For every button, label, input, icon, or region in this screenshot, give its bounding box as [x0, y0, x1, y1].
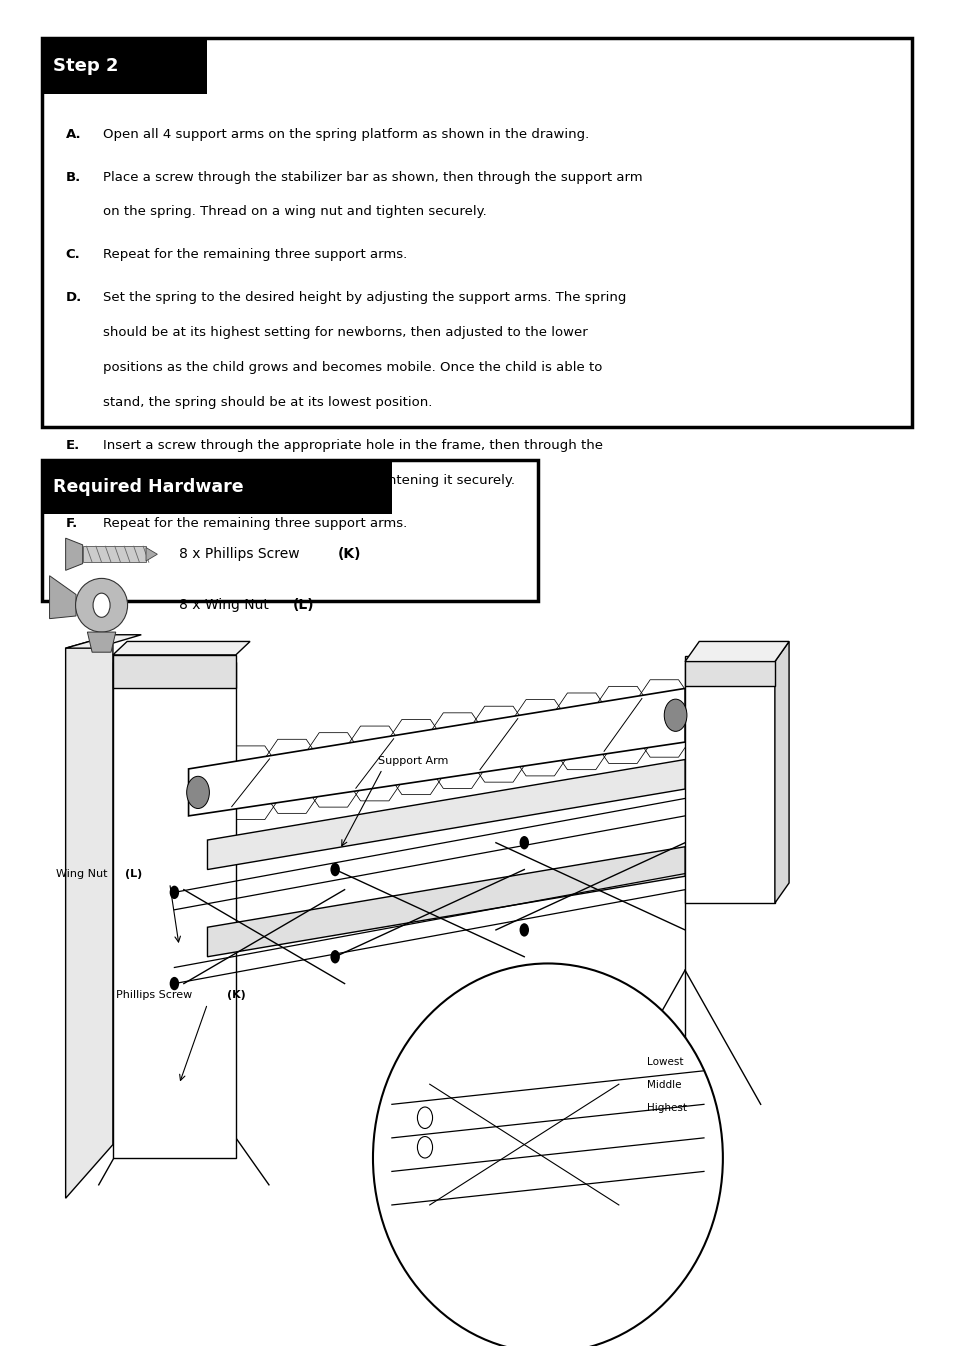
- Text: (K): (K): [337, 547, 361, 562]
- Text: Support Arm: Support Arm: [377, 756, 448, 767]
- Text: support arm, and thread on a wing nut, tightening it securely.: support arm, and thread on a wing nut, t…: [103, 474, 515, 487]
- Text: Required Hardware: Required Hardware: [53, 478, 244, 497]
- Ellipse shape: [373, 964, 722, 1350]
- Text: Place a screw through the stabilizer bar as shown, then through the support arm: Place a screw through the stabilizer bar…: [103, 170, 642, 184]
- Text: stand, the spring should be at its lowest position.: stand, the spring should be at its lowes…: [103, 396, 433, 409]
- Text: (L): (L): [125, 869, 142, 879]
- Bar: [42, 38, 911, 427]
- Circle shape: [330, 950, 339, 964]
- Circle shape: [417, 1137, 432, 1158]
- Bar: [42, 460, 392, 514]
- Text: Open all 4 support arms on the spring platform as shown in the drawing.: Open all 4 support arms on the spring pl…: [103, 128, 589, 140]
- Text: Set the spring to the desired height by adjusting the support arms. The spring: Set the spring to the desired height by …: [103, 292, 626, 304]
- Bar: [112, 655, 235, 688]
- Circle shape: [519, 836, 529, 849]
- Text: A.: A.: [66, 128, 81, 140]
- Polygon shape: [774, 641, 788, 903]
- Text: positions as the child grows and becomes mobile. Once the child is able to: positions as the child grows and becomes…: [103, 360, 602, 374]
- Text: B.: B.: [66, 170, 81, 184]
- Text: Insert a screw through the appropriate hole in the frame, then through the: Insert a screw through the appropriate h…: [103, 439, 603, 452]
- Circle shape: [663, 699, 686, 732]
- Polygon shape: [189, 688, 684, 815]
- Text: Lowest: Lowest: [646, 1057, 683, 1068]
- Text: Step 2: Step 2: [53, 57, 119, 74]
- Text: Phillips Screw: Phillips Screw: [115, 990, 195, 1000]
- Bar: [42, 460, 537, 601]
- Text: D.: D.: [66, 292, 82, 304]
- Bar: [112, 662, 235, 1158]
- Circle shape: [417, 1107, 432, 1129]
- Polygon shape: [684, 641, 788, 662]
- Polygon shape: [112, 641, 250, 655]
- Ellipse shape: [93, 593, 110, 617]
- Text: 8 x Phillips Screw: 8 x Phillips Screw: [179, 547, 304, 562]
- Polygon shape: [88, 632, 115, 652]
- Bar: [83, 547, 146, 563]
- Text: F.: F.: [66, 517, 78, 529]
- Bar: [684, 662, 774, 903]
- Text: (L): (L): [293, 598, 314, 613]
- Circle shape: [170, 977, 179, 991]
- Text: Wing Nut: Wing Nut: [56, 869, 112, 879]
- Circle shape: [519, 923, 529, 937]
- Circle shape: [330, 863, 339, 876]
- Text: on the spring. Thread on a wing nut and tighten securely.: on the spring. Thread on a wing nut and …: [103, 205, 487, 219]
- Text: Repeat for the remaining three support arms.: Repeat for the remaining three support a…: [103, 248, 407, 262]
- Text: E.: E.: [66, 439, 80, 452]
- Polygon shape: [207, 846, 684, 957]
- Text: (K): (K): [227, 990, 246, 1000]
- Text: 8 x Wing Nut: 8 x Wing Nut: [179, 598, 274, 613]
- Bar: [42, 38, 207, 95]
- Polygon shape: [66, 634, 112, 1199]
- Polygon shape: [66, 539, 83, 570]
- Text: should be at its highest setting for newborns, then adjusted to the lower: should be at its highest setting for new…: [103, 327, 588, 339]
- Text: Repeat for the remaining three support arms.: Repeat for the remaining three support a…: [103, 517, 407, 529]
- Ellipse shape: [75, 578, 128, 632]
- Bar: [684, 656, 774, 686]
- Circle shape: [187, 776, 209, 809]
- Text: C.: C.: [66, 248, 80, 262]
- Text: Highest: Highest: [646, 1103, 686, 1112]
- Polygon shape: [207, 760, 684, 869]
- Polygon shape: [146, 548, 157, 562]
- Polygon shape: [50, 575, 76, 618]
- Text: Middle: Middle: [646, 1080, 681, 1091]
- Polygon shape: [66, 634, 141, 648]
- Circle shape: [170, 886, 179, 899]
